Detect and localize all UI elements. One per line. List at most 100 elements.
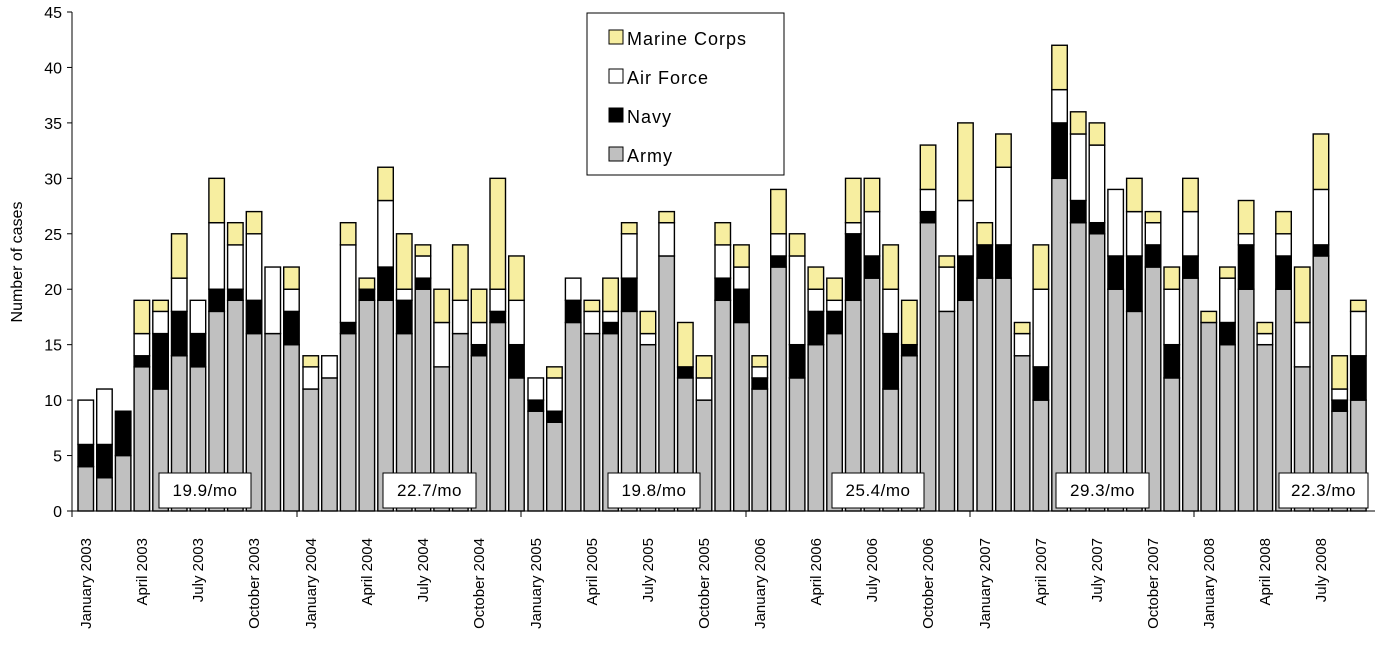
bar-segment-army: [1218, 343, 1236, 512]
bar-segment-air-force: [1125, 210, 1143, 257]
bar-segment-army: [527, 410, 545, 512]
bar-segment-navy: [1069, 199, 1087, 224]
bar-segment-army: [1069, 221, 1087, 512]
x-tick-label: April 2008: [1257, 538, 1274, 606]
bar-segment-marine-corps: [1331, 355, 1349, 390]
bar-segment-navy: [788, 343, 806, 379]
average-label: 19.9/mo: [173, 481, 238, 500]
bar-segment-marine-corps: [358, 277, 376, 290]
bar-segment-navy: [900, 343, 918, 357]
bar-segment-marine-corps: [733, 244, 750, 268]
bar-segment-air-force: [527, 377, 545, 401]
bar-segment-navy: [152, 332, 170, 390]
bar-segment-army: [339, 332, 357, 512]
bar-segment-army: [489, 321, 507, 512]
x-tick-label: July 2007: [1089, 538, 1106, 602]
bar-segment-army: [302, 388, 320, 512]
bar-segment-air-force: [152, 310, 170, 335]
bar-segment-army: [133, 366, 151, 512]
bar-segment-navy: [339, 321, 357, 335]
y-tick-label: 40: [44, 60, 62, 77]
bar-segment-navy: [395, 299, 413, 335]
bar-segment-navy: [676, 366, 694, 379]
bar-segment-air-force: [283, 288, 300, 313]
bar-segment-marine-corps: [995, 133, 1012, 168]
bar-segment-navy: [114, 410, 132, 457]
bar-segment-army: [957, 299, 974, 512]
legend-label-air-force: Air Force: [627, 68, 709, 88]
bar-segment-army: [358, 299, 376, 512]
bar-segment-marine-corps: [1013, 321, 1031, 335]
bar-segment-air-force: [1312, 188, 1330, 246]
bar-segment-air-force: [546, 377, 563, 412]
bar-segment-navy: [1125, 255, 1143, 313]
bar-segment-marine-corps: [807, 266, 825, 290]
bar-segment-air-force: [302, 366, 320, 390]
bar-segment-navy: [1181, 255, 1199, 279]
bar-segment-navy: [863, 255, 881, 279]
bar-segment-army: [1032, 399, 1050, 512]
bar-segment-marine-corps: [1051, 44, 1069, 91]
bar-segment-navy: [489, 310, 507, 324]
x-tick-label: January 2003: [78, 538, 95, 629]
axes: January 2003 April 2003 July 2003 October 2…: [44, 5, 1375, 629]
bar-segment-army: [264, 332, 282, 512]
bar-segment-air-force: [882, 288, 900, 335]
bar-segment-marine-corps: [957, 122, 974, 202]
bar-segment-marine-corps: [620, 221, 638, 235]
y-tick-label: 15: [44, 338, 62, 355]
bar-segment-air-force: [583, 310, 601, 335]
bar-segment-marine-corps: [451, 244, 469, 302]
bar-segment-navy: [358, 288, 376, 302]
bar-segment-navy: [751, 377, 769, 390]
bar-segment-air-force: [433, 321, 451, 368]
bar-segment-navy: [77, 443, 95, 468]
bar-segment-air-force: [489, 288, 507, 313]
bar-segment-navy: [377, 266, 394, 302]
bar-segment-army: [1181, 277, 1199, 512]
average-box: [1278, 472, 1369, 509]
bar-segment-marine-corps: [377, 166, 394, 202]
y-tick-label: 25: [44, 227, 62, 244]
bar-segment-army: [770, 266, 787, 512]
bar-segment-marine-corps: [470, 288, 488, 324]
bar-segment-navy: [733, 288, 750, 324]
bar-segment-army: [1256, 343, 1274, 512]
x-tick-label: July 2003: [190, 538, 207, 602]
bar-segment-marine-corps: [1237, 199, 1255, 235]
bar-segment-navy: [283, 310, 300, 346]
y-tick-label: 10: [44, 393, 62, 410]
bar-segment-air-force: [957, 199, 974, 257]
bar-segment-navy: [527, 399, 545, 412]
bar-segment-air-force: [1293, 321, 1311, 368]
x-tick-label: July 2006: [864, 538, 881, 602]
bar-segment-air-force: [995, 166, 1012, 246]
bar-segment-navy: [226, 288, 244, 302]
bar-segment-navy: [95, 443, 113, 479]
average-labels: 19.9/mo 22.7/mo 19.8/mo 25.4/mo 29.3/mo 22.3/…: [158, 472, 1369, 509]
bar-segment-navy: [807, 310, 825, 346]
bar-segment-air-force: [1331, 388, 1349, 401]
bar-segment-marine-corps: [302, 355, 320, 368]
bar-segment-marine-corps: [714, 221, 732, 246]
bar-segment-marine-corps: [339, 221, 357, 246]
bar-segment-marine-corps: [1275, 210, 1293, 235]
y-axis-label: Number of cases: [9, 202, 26, 323]
bar-segment-navy: [620, 277, 638, 313]
bar-segment-navy: [602, 321, 619, 335]
average-box: [158, 472, 252, 509]
x-tick-label: July 2008: [1313, 538, 1330, 602]
bar-segment-air-force: [133, 332, 151, 357]
average-label: 29.3/mo: [1070, 481, 1135, 500]
bar-segment-navy: [414, 277, 432, 290]
bar-segment-air-force: [170, 277, 188, 313]
bar-segment-army: [919, 221, 937, 512]
bar-segment-air-force: [639, 332, 657, 346]
bar-segment-marine-corps: [1349, 299, 1367, 313]
average-label: 19.8/mo: [622, 481, 687, 500]
bar-segment-army: [807, 343, 825, 512]
average-box: [382, 472, 477, 509]
bar-segment-army: [1051, 177, 1069, 512]
bar-segment-air-force: [1163, 288, 1181, 346]
